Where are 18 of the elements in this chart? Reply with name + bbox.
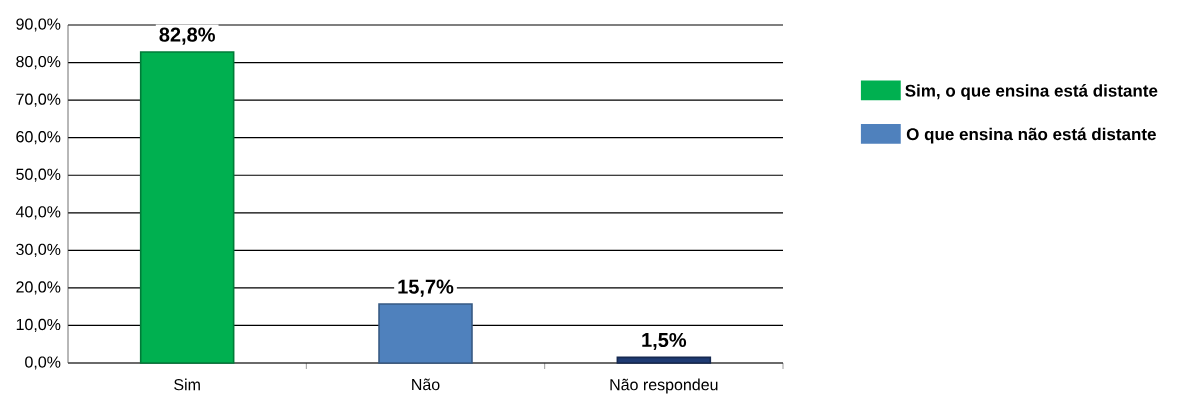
y-tick-label: 50,0%: [16, 168, 61, 182]
y-tick-label: 40,0%: [15, 206, 61, 220]
y-tick-label: 60,0%: [16, 131, 61, 145]
y-tick-label: 30,0%: [16, 243, 61, 257]
y-tick-label: 80,0%: [16, 55, 61, 70]
legend-label: Sim, o que ensina está distante: [905, 84, 1158, 101]
x-tick-label: Sim: [174, 378, 200, 391]
data-label: 82,8%: [159, 27, 215, 45]
x-tick-label: Não respondeu: [610, 378, 718, 394]
y-tick-label: 70,0%: [16, 93, 61, 107]
data-label: 1,5%: [642, 332, 687, 350]
x-tick-label: Não: [412, 378, 440, 391]
legend-label: O que ensina não está distante: [906, 127, 1156, 144]
data-label: 15,7%: [398, 279, 454, 297]
y-tick-label: 0,0%: [25, 356, 61, 370]
y-tick-label: 20,0%: [16, 281, 61, 295]
y-tick-label: 90,0%: [16, 18, 61, 32]
y-tick-label: 10,0%: [16, 318, 61, 333]
